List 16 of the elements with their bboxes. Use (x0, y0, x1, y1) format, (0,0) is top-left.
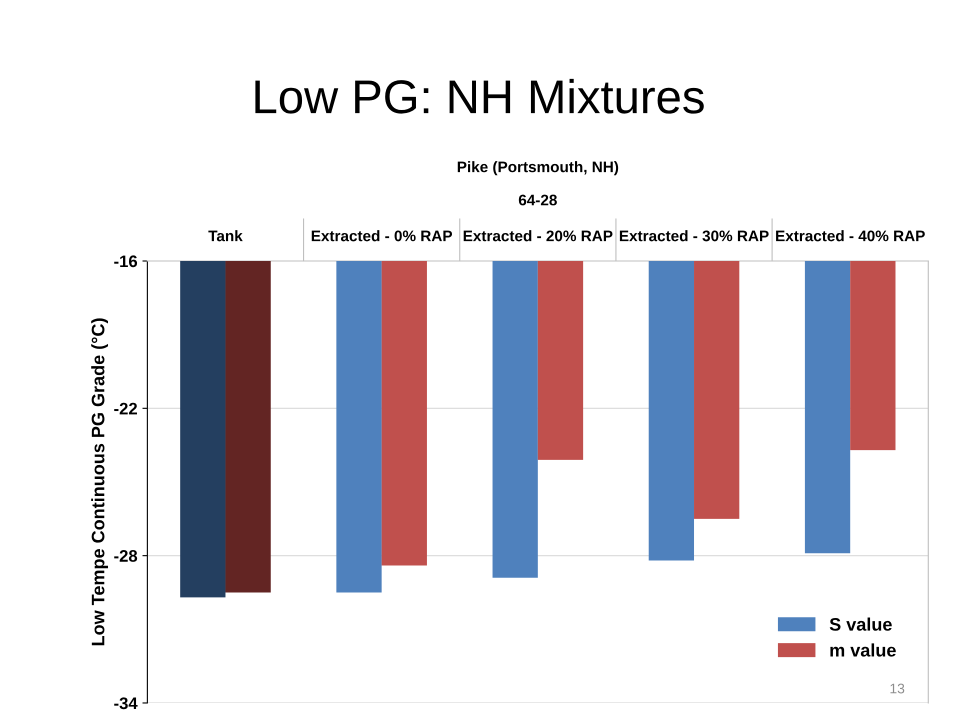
y-tick-label: -28 (114, 550, 138, 562)
chart-title: Low PG: NH Mixtures (255, 78, 704, 114)
x-tick-label: Extracted - 20% RAP (464, 230, 612, 242)
legend-label: m value (830, 643, 896, 657)
y-tick-label: -16 (114, 255, 138, 268)
x-tick-label: Extracted - 0% RAP (312, 230, 452, 242)
text: 64-28 (518, 194, 557, 206)
y-axis-title: Low Tempe Continuous PG Grade (°C) (91, 318, 108, 646)
legend-label: S value (830, 618, 892, 631)
annotation: 13 (890, 684, 904, 694)
y-tick-label: -34 (114, 697, 138, 710)
chart-subtitle: Pike (Portsmouth, NH) (458, 161, 618, 176)
x-tick-label: Extracted - 30% RAP (620, 230, 769, 242)
y-tick-label: -22 (114, 402, 137, 414)
x-tick-label: Extracted - 40% RAP (776, 230, 925, 242)
x-tick-label: Tank (208, 230, 243, 242)
